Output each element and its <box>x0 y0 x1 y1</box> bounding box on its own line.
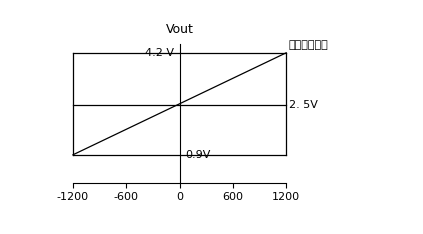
Text: 2. 5V: 2. 5V <box>289 100 318 110</box>
Text: Vout: Vout <box>166 23 193 36</box>
Text: 0.9V: 0.9V <box>185 150 210 160</box>
Text: 典型输出特性: 典型输出特性 <box>289 40 329 50</box>
Text: 4.2 V: 4.2 V <box>145 48 174 58</box>
